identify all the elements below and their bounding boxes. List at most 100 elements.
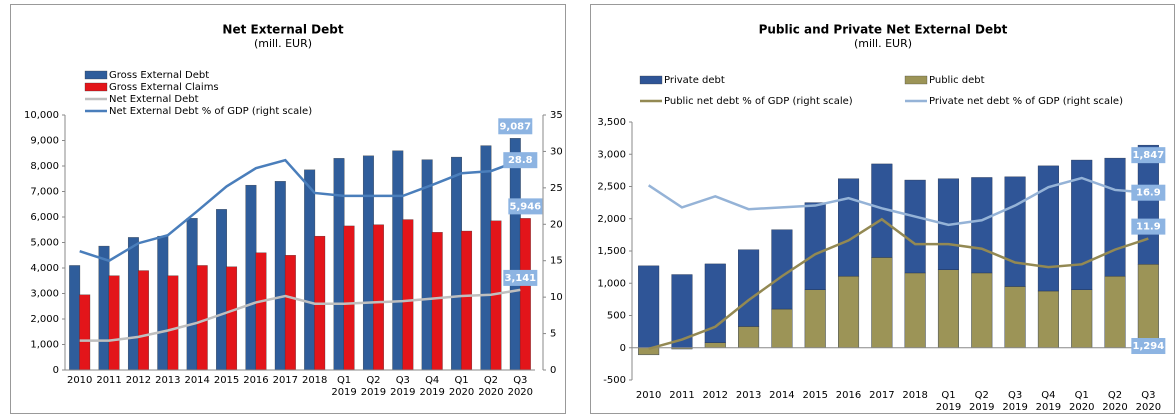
bar <box>108 275 120 371</box>
legend-swatch <box>639 75 663 85</box>
legend-label: Public net debt % of GDP (right scale) <box>664 96 853 107</box>
legend-label: Net External Debt % of GDP (right scale) <box>109 106 312 117</box>
y-tick-label: 4,000 <box>30 263 59 274</box>
bar <box>431 232 443 371</box>
x-tick-label: Q3 2020 <box>508 375 533 398</box>
bar <box>196 265 208 371</box>
bar <box>274 181 286 371</box>
value-label-box <box>503 152 538 169</box>
legend-label: Net External Debt <box>109 94 199 105</box>
bar <box>373 224 384 371</box>
x-tick-label: Q2 2020 <box>1102 390 1127 413</box>
legend-swatch <box>84 70 108 80</box>
bar <box>69 265 81 371</box>
bar <box>509 138 521 371</box>
line <box>79 288 521 342</box>
value-label: 3,141 <box>504 273 536 284</box>
bar <box>638 265 660 348</box>
bar <box>771 308 793 348</box>
value-label: 1,847 <box>1133 150 1165 161</box>
bar <box>1104 157 1126 277</box>
x-tick-label: 2016 <box>836 390 861 401</box>
y-tick-label: 7,000 <box>30 187 59 198</box>
y-tick-label: 2,000 <box>597 214 626 225</box>
y2-tick-label: 10 <box>550 292 563 303</box>
value-label-box <box>503 269 538 286</box>
bar <box>1037 165 1059 292</box>
line <box>79 158 521 263</box>
x-tick-label: 2018 <box>302 375 327 386</box>
legend-label: Public debt <box>929 75 985 86</box>
y-tick-label: 0 <box>620 343 626 354</box>
bar <box>186 218 198 371</box>
x-tick-label: 2013 <box>736 390 761 401</box>
bar <box>771 229 793 310</box>
bar <box>284 255 296 371</box>
x-tick-label: Q4 2019 <box>419 375 444 398</box>
bar <box>138 270 149 371</box>
bar <box>838 275 860 348</box>
bar <box>971 272 993 348</box>
bar <box>461 230 473 371</box>
y-tick-label: 1,000 <box>597 278 626 289</box>
x-tick-label: Q2 2020 <box>478 375 503 398</box>
bar <box>904 272 926 348</box>
y2-tick-label: 20 <box>550 219 563 230</box>
line <box>647 176 1149 227</box>
y-tick-label: 1,000 <box>30 340 59 351</box>
y-tick-label: 2,500 <box>597 182 626 193</box>
bar <box>343 225 355 371</box>
value-label-box <box>1131 338 1166 355</box>
x-tick-label: Q1 2019 <box>331 375 356 398</box>
bar <box>904 179 926 274</box>
bar <box>519 218 531 371</box>
value-label: 28.8 <box>508 155 533 166</box>
x-tick-label: Q4 2019 <box>1036 390 1061 413</box>
y-tick-label: 3,500 <box>597 117 626 128</box>
y2-tick-label: 25 <box>550 183 563 194</box>
legend-label: Private net debt % of GDP (right scale) <box>929 96 1123 107</box>
legend-label: Gross External Claims <box>109 82 219 93</box>
value-label-box <box>1131 184 1166 201</box>
y-tick-label: 9,000 <box>30 136 59 147</box>
bar <box>216 209 227 371</box>
x-tick-label: Q3 2020 <box>1136 390 1161 413</box>
bar <box>98 245 110 371</box>
bar <box>480 145 492 371</box>
y-tick-label: 10,000 <box>24 110 59 121</box>
legend-swatch <box>904 75 928 85</box>
x-tick-label: Q1 2019 <box>936 390 961 413</box>
y-tick-label: 3,000 <box>597 149 626 160</box>
bar <box>226 266 238 371</box>
x-tick-label: 2011 <box>669 390 694 401</box>
bar <box>421 159 433 371</box>
x-tick-label: 2017 <box>273 375 298 386</box>
bar <box>167 275 179 371</box>
bar <box>1037 290 1059 348</box>
chart-subtitle: (mill. EUR) <box>254 37 312 50</box>
bar <box>1137 264 1159 348</box>
legend-label: Private debt <box>664 75 725 86</box>
bar <box>971 177 993 274</box>
x-tick-label: Q1 2020 <box>449 375 474 398</box>
value-label: 1,294 <box>1133 341 1165 352</box>
value-label-box <box>498 118 533 135</box>
chart-title: Net External Debt <box>222 23 343 37</box>
x-tick-label: Q3 2019 <box>1002 390 1027 413</box>
y2-tick-label: 0 <box>550 365 556 376</box>
x-tick-label: 2014 <box>184 375 209 386</box>
bar <box>157 235 169 371</box>
x-tick-label: Q2 2019 <box>969 390 994 413</box>
x-tick-label: Q1 2020 <box>1069 390 1094 413</box>
value-label: 9,087 <box>499 121 531 132</box>
value-label: 11.9 <box>1136 222 1161 233</box>
bar <box>1104 275 1126 348</box>
legend-label: Gross External Debt <box>109 70 209 81</box>
x-tick-label: 2011 <box>96 375 121 386</box>
bar <box>362 155 374 371</box>
y-tick-label: 6,000 <box>30 212 59 223</box>
y2-tick-label: 30 <box>550 146 563 157</box>
y-tick-label: -500 <box>603 375 626 386</box>
y2-tick-label: 5 <box>550 329 556 340</box>
bar <box>871 257 893 348</box>
